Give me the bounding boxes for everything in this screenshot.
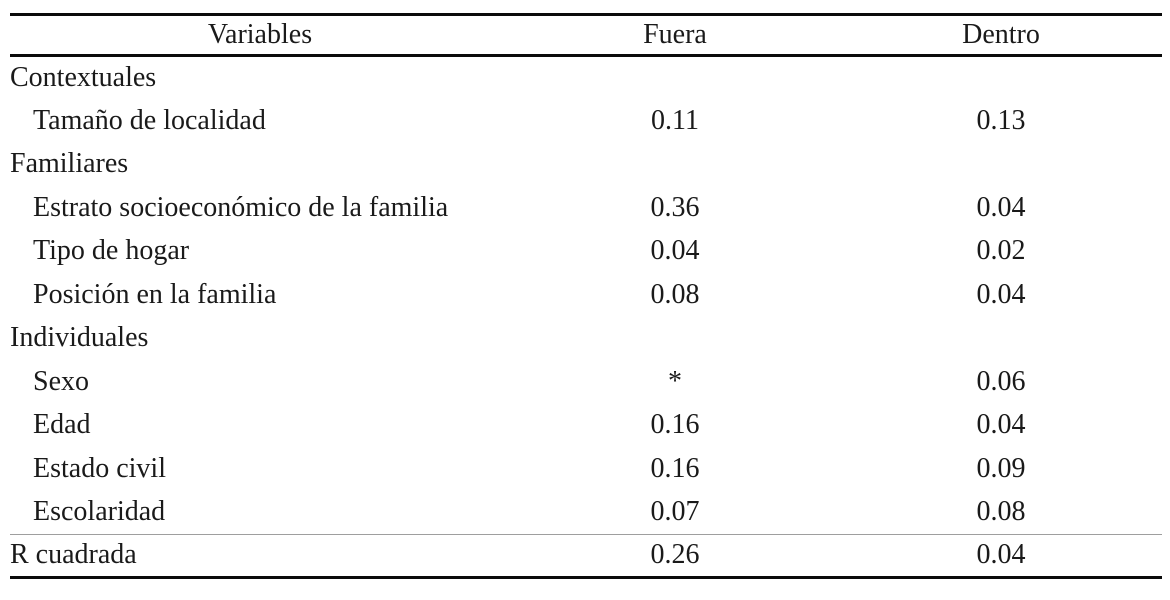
table-row: Individuales — [10, 317, 1162, 361]
table-row: Familiares — [10, 143, 1162, 187]
row-label: Edad — [33, 409, 91, 441]
dentro-value: 0.02 — [976, 235, 1026, 267]
fuera-value: 0.07 — [650, 496, 700, 527]
dentro-value: 0.04 — [976, 191, 1026, 223]
fuera-value — [510, 56, 840, 100]
row-label: Familiares — [10, 148, 129, 180]
fuera-value — [510, 143, 840, 187]
row-label: R cuadrada — [10, 533, 510, 578]
column-header-variables: Variables — [10, 14, 510, 57]
dentro-value — [840, 56, 1162, 100]
fuera-value: 0.16 — [650, 452, 700, 484]
header-row: Variables Fuera Dentro — [10, 14, 1162, 57]
row-label: Contextuales — [10, 62, 157, 93]
dentro-value — [840, 143, 1162, 187]
fuera-value: 0.04 — [650, 235, 700, 267]
table-row: Escolaridad 0.07 0.08 — [10, 491, 1162, 535]
row-label: Estado civil — [33, 452, 166, 484]
table-row: Sexo * 0.06 — [10, 360, 1162, 404]
dentro-value: 0.09 — [976, 452, 1026, 484]
row-label: Sexo — [33, 365, 89, 397]
dentro-value: 0.13 — [976, 104, 1026, 136]
column-header-fuera: Fuera — [510, 14, 840, 57]
table-row: Edad 0.16 0.04 — [10, 404, 1162, 448]
table-row: Tamaño de localidad 0.11 0.13 — [10, 99, 1162, 143]
table-row: Tipo de hogar 0.04 0.02 — [10, 230, 1162, 274]
table-header: Variables Fuera Dentro — [10, 14, 1162, 57]
dentro-value: 0.06 — [976, 365, 1026, 397]
regression-results-table: Variables Fuera Dentro Contextuales Tamañ… — [10, 13, 1162, 579]
table-body: Contextuales Tamaño de localidad 0.11 0.13 F… — [10, 56, 1162, 578]
fuera-value: 0.36 — [650, 191, 700, 223]
dentro-value: 0.04 — [840, 533, 1162, 578]
table-row: Posición en la familia 0.08 0.04 — [10, 273, 1162, 317]
row-label: Tipo de hogar — [33, 235, 190, 267]
table-row: Estrato socioeconómico de la familia 0.36… — [10, 186, 1162, 230]
row-label: Estrato socioeconómico de la familia — [33, 191, 449, 223]
row-label: Posición en la familia — [33, 278, 277, 310]
fuera-value: 0.08 — [650, 278, 700, 310]
fuera-value: 0.16 — [650, 409, 700, 441]
dentro-value — [840, 317, 1162, 361]
fuera-value: 0.11 — [651, 104, 699, 136]
column-header-dentro: Dentro — [840, 14, 1162, 57]
table-row: Contextuales — [10, 56, 1162, 100]
fuera-value: * — [668, 365, 682, 397]
fuera-value: 0.26 — [510, 533, 840, 578]
table-row: R cuadrada 0.26 0.04 — [10, 533, 1162, 578]
dentro-value: 0.04 — [976, 278, 1026, 310]
table-row: Estado civil 0.16 0.09 — [10, 447, 1162, 491]
fuera-value — [510, 317, 840, 361]
row-label: Escolaridad — [33, 496, 166, 527]
dentro-value: 0.08 — [976, 496, 1026, 527]
regression-table-container: Variables Fuera Dentro Contextuales Tamañ… — [10, 13, 1162, 579]
dentro-value: 0.04 — [976, 409, 1026, 441]
row-label: Individuales — [10, 322, 149, 354]
row-label: Tamaño de localidad — [33, 104, 266, 136]
